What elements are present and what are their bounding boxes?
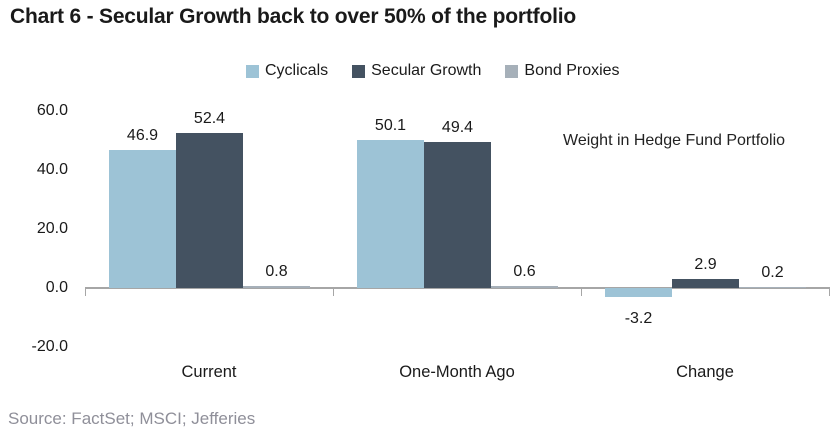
bar-secular-growth-current xyxy=(176,133,243,288)
chart-title: Chart 6 - Secular Growth back to over 50… xyxy=(10,5,576,28)
legend-item-cyclicals: Cyclicals xyxy=(246,62,328,80)
bar-secular-growth-one-month-ago xyxy=(424,142,491,288)
value-label-cyclicals-change: -3.2 xyxy=(624,310,653,328)
chart-annotation: Weight in Hedge Fund Portfolio xyxy=(563,132,786,149)
legend-label-secular-growth: Secular Growth xyxy=(371,62,482,79)
legend-item-bond-proxies: Bond Proxies xyxy=(505,62,620,80)
y-axis-label: -20.0 xyxy=(31,338,68,355)
bar-cyclicals-change xyxy=(605,288,672,298)
value-label-bond-proxies-change: 0.2 xyxy=(761,264,784,282)
bar-bond-proxies-one-month-ago xyxy=(491,286,558,288)
y-axis-label: 0.0 xyxy=(45,279,68,296)
chart-legend: Cyclicals Secular Growth Bond Proxies xyxy=(246,62,620,80)
source-note: Source: FactSet; MSCI; Jefferies xyxy=(8,409,256,428)
legend-swatch-bond-proxies xyxy=(505,64,519,78)
legend-label-bond-proxies: Bond Proxies xyxy=(524,62,620,79)
x-axis-label-current: Current xyxy=(181,363,237,381)
x-axis-tick xyxy=(85,287,86,296)
bar-bond-proxies-current xyxy=(243,285,310,288)
x-axis-tick xyxy=(333,287,334,296)
bar-cyclicals-current xyxy=(109,149,176,288)
legend-label-cyclicals: Cyclicals xyxy=(265,62,329,79)
y-axis-label: 60.0 xyxy=(36,102,68,119)
legend-swatch-secular-growth xyxy=(352,64,366,78)
bar-cyclicals-one-month-ago xyxy=(357,140,424,288)
value-label-cyclicals-one-month-ago: 50.1 xyxy=(374,117,407,135)
x-axis-label-one-month-ago: One-Month Ago xyxy=(399,363,515,381)
value-label-secular-growth-one-month-ago: 49.4 xyxy=(441,119,474,137)
value-label-secular-growth-current: 52.4 xyxy=(193,110,226,128)
bar-secular-growth-change xyxy=(672,279,739,288)
value-label-bond-proxies-current: 0.8 xyxy=(265,262,288,280)
value-label-cyclicals-current: 46.9 xyxy=(126,126,159,144)
value-label-secular-growth-change: 2.9 xyxy=(694,256,717,274)
bar-bond-proxies-change xyxy=(739,287,806,289)
x-axis-tick xyxy=(581,287,582,296)
y-axis-label: 20.0 xyxy=(36,220,68,237)
value-label-bond-proxies-one-month-ago: 0.6 xyxy=(513,263,536,281)
x-axis-line xyxy=(85,287,830,289)
legend-swatch-cyclicals xyxy=(246,64,259,78)
x-axis-tick xyxy=(829,287,830,296)
legend-item-secular-growth: Secular Growth xyxy=(352,62,481,80)
x-axis-label-change: Change xyxy=(676,363,734,381)
y-axis-label: 40.0 xyxy=(36,161,68,178)
